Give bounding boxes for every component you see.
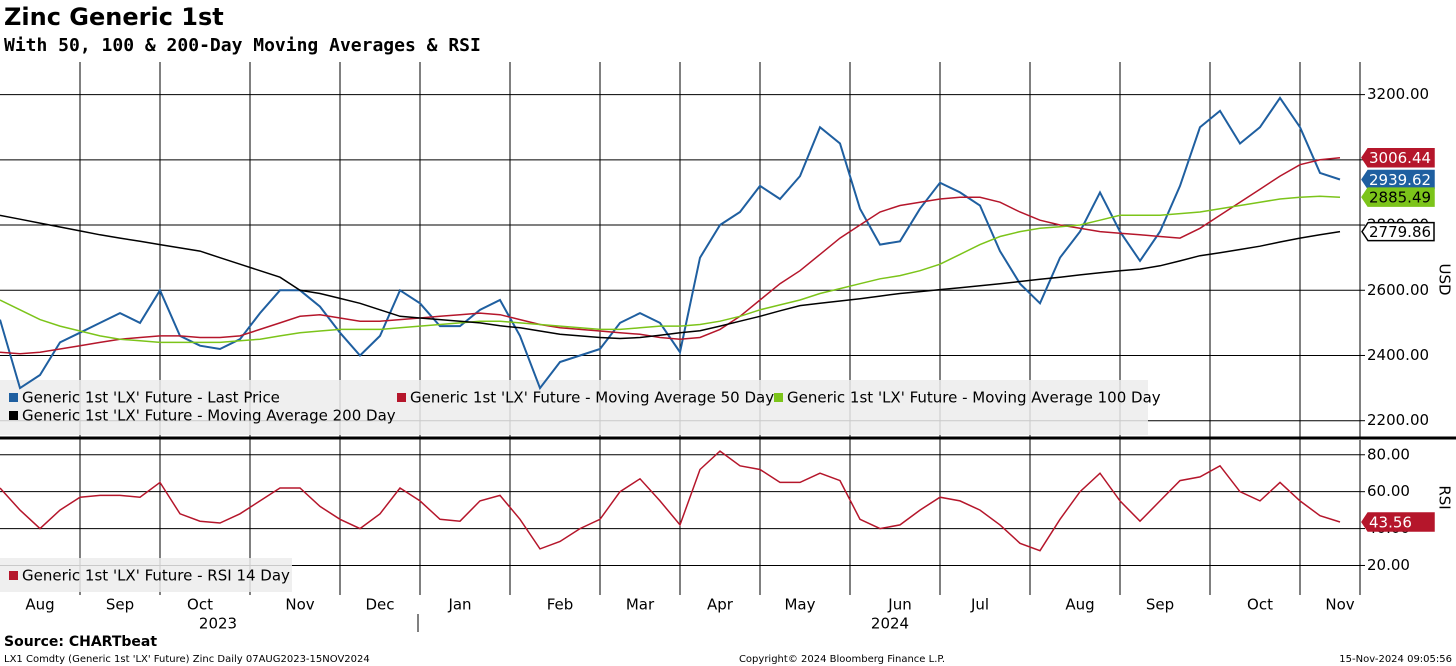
y-tick-label: 60.00 [1367,482,1410,500]
series-line [0,96,1341,391]
y-axis-label: RSI [1436,485,1454,509]
value-tag-label: 43.56 [1369,514,1412,532]
value-tag-label: 2779.86 [1369,223,1431,241]
footer-center: Copyright© 2024 Bloomberg Finance L.P. [739,654,945,665]
legend-box [0,380,1148,435]
x-tick-label: Apr [707,596,734,614]
legend-label: Generic 1st 'LX' Future - Moving Average… [410,389,774,407]
legend-swatch [774,393,783,402]
chart-title: Zinc Generic 1st [4,3,224,31]
x-tick-label: Mar [626,596,655,614]
legend-label: Generic 1st 'LX' Future - RSI 14 Day [22,567,290,585]
value-tag [1361,512,1435,532]
legend-box [0,558,292,592]
x-tick-label: May [784,596,815,614]
legend-swatch [9,571,18,580]
year-label: 2024 [871,615,909,633]
y-tick-label: 80.00 [1367,445,1410,463]
value-tag [1361,221,1435,242]
year-label: 2023 [199,615,237,633]
chart-subtitle: With 50, 100 & 200-Day Moving Averages &… [4,35,481,56]
legend-label: Generic 1st 'LX' Future - Moving Average… [22,407,396,425]
value-tag-label: 2939.62 [1369,171,1431,189]
x-tick-label: Aug [25,596,54,614]
value-tag-label: 3006.44 [1369,149,1431,167]
x-tick-label: Oct [187,596,213,614]
x-tick-label: Nov [1325,596,1354,614]
value-tag-label: 2885.49 [1369,189,1431,207]
footer-right: 15-Nov-2024 09:05:56 [1339,654,1452,665]
y-tick-label: 2400.00 [1367,346,1429,364]
series-line [0,450,1341,552]
x-tick-label: Dec [365,596,394,614]
legend-swatch [9,393,18,402]
footer-left: LX1 Comdty (Generic 1st 'LX' Future) Zin… [4,654,370,665]
x-tick-label: Sep [106,596,134,614]
series-line [0,156,1341,355]
x-tick-label: Feb [547,596,574,614]
legend-label: Generic 1st 'LX' Future - Last Price [22,389,280,407]
y-tick-label: 3200.00 [1367,85,1429,103]
series-line [0,214,1341,340]
x-tick-label: Oct [1247,596,1273,614]
x-tick-label: Nov [285,596,314,614]
x-tick-label: Jun [887,596,911,614]
x-tick-label: Sep [1146,596,1174,614]
x-tick-label: Jul [970,596,989,614]
legend-label: Generic 1st 'LX' Future - Moving Average… [787,389,1161,407]
value-tag [1361,147,1435,168]
legend-swatch [9,411,18,420]
y-axis-label: USD [1436,263,1454,295]
legend-swatch [397,393,406,402]
value-tag [1361,169,1435,190]
y-tick-label: 2600.00 [1367,281,1429,299]
y-tick-label: 20.00 [1367,556,1410,574]
series-line [0,195,1341,344]
y-tick-label: 2200.00 [1367,411,1429,429]
source: Source: CHARTbeat [4,634,157,650]
x-tick-label: Jan [447,596,471,614]
x-tick-label: Aug [1065,596,1094,614]
value-tag [1361,187,1435,207]
